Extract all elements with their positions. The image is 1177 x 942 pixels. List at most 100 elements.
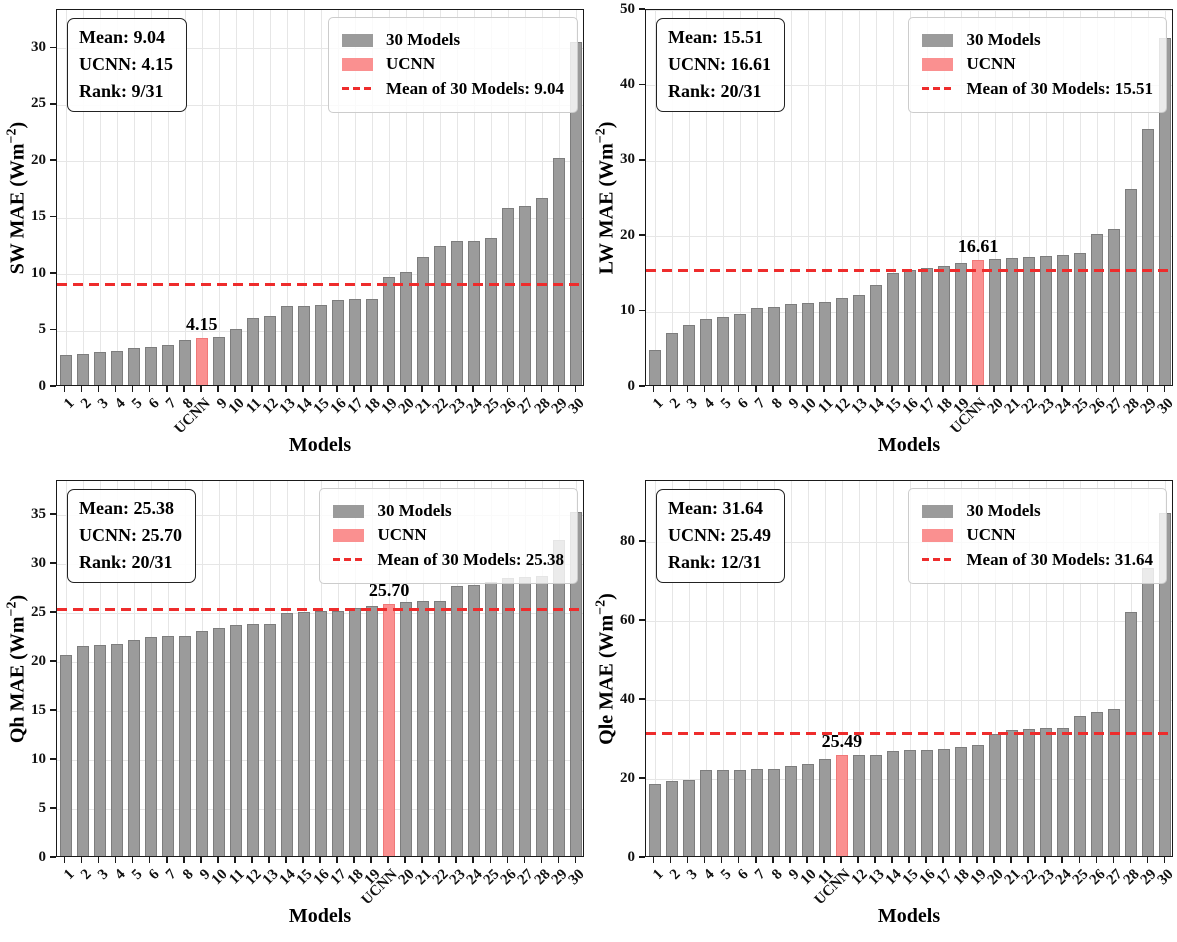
x-tick-mark — [404, 386, 406, 392]
bar-model — [502, 207, 515, 385]
x-tick-mark — [336, 386, 338, 392]
bar-model — [886, 750, 899, 856]
bar-model — [485, 237, 498, 385]
grid-line-horizontal — [57, 48, 583, 50]
grid-line-vertical — [1114, 10, 1116, 385]
y-tick-label: 0 — [38, 848, 47, 865]
legend-item: Mean of 30 Models: 25.38 — [333, 550, 564, 570]
bar-model — [1040, 256, 1053, 385]
grid-line-horizontal — [57, 217, 583, 219]
bar-model — [750, 768, 763, 856]
x-tick-mark — [80, 386, 83, 392]
grid-line-horizontal — [646, 236, 1172, 238]
grid-line-vertical — [1012, 481, 1014, 856]
x-tick-mark — [268, 386, 270, 392]
y-tick-mark — [50, 856, 56, 858]
x-tick-mark — [131, 386, 134, 392]
x-tick-mark — [703, 386, 706, 392]
x-tick-mark — [840, 857, 842, 863]
grid-line-vertical — [508, 10, 510, 385]
legend-swatch-mean-line — [333, 558, 365, 562]
legend-swatch-mean-line — [922, 87, 954, 91]
x-tick-mark — [506, 386, 509, 392]
grid-line-vertical — [99, 10, 101, 385]
x-tick-mark — [319, 386, 321, 392]
x-tick-mark — [97, 386, 100, 392]
legend: 30 Models UCNN Mean of 30 Models: 31.64 — [908, 488, 1167, 585]
bar-model — [400, 602, 413, 856]
grid-line-vertical — [150, 10, 152, 385]
bar-model — [161, 344, 174, 385]
legend-item: Mean of 30 Models: 15.51 — [922, 79, 1153, 99]
chart-qle-mae: 25.49 Mean: 31.64 UCNN: 25.49 Rank: 12/31 30… — [589, 471, 1177, 942]
bar-model — [921, 749, 934, 856]
y-tick-label: 10 — [31, 264, 46, 281]
x-tick-mark — [199, 386, 202, 392]
grid-line-vertical — [389, 10, 391, 385]
x-tick-mark — [148, 386, 151, 392]
y-tick-mark — [50, 159, 56, 162]
x-tick-mark — [251, 386, 253, 392]
bar-model — [59, 354, 72, 385]
stats-rank: Rank: 12/31 — [668, 552, 762, 572]
bar-model — [801, 764, 814, 856]
y-tick-label: 20 — [31, 151, 46, 168]
x-tick-mark — [506, 857, 509, 863]
grid-line-vertical — [688, 481, 690, 856]
x-tick-mark — [319, 857, 321, 863]
grid-line-vertical — [406, 10, 408, 385]
legend-item: UCNN — [922, 54, 1153, 74]
x-tick-mark — [908, 386, 910, 392]
y-tick-mark — [639, 159, 645, 161]
x-tick-mark — [754, 857, 757, 863]
grid-line-vertical — [944, 10, 946, 385]
bar-model — [451, 586, 464, 856]
bar-model — [519, 205, 532, 385]
grid-line-vertical — [756, 10, 758, 385]
bar-model — [76, 353, 89, 385]
x-tick-mark — [438, 386, 441, 392]
grid-line-vertical — [858, 10, 860, 385]
y-tick-mark — [50, 328, 56, 331]
mean-dashed-line — [57, 607, 583, 611]
grid-line-vertical — [671, 481, 673, 856]
bar-ucnn — [835, 755, 848, 856]
legend-item: UCNN — [922, 525, 1153, 545]
y-tick-mark — [639, 385, 645, 387]
bar-model — [784, 303, 797, 385]
legend-label-mean: Mean of 30 Models: 31.64 — [966, 549, 1153, 569]
x-tick-mark — [1061, 857, 1064, 863]
grid-line-vertical — [116, 10, 118, 385]
bar-model — [648, 349, 661, 385]
grid-line-vertical — [1063, 481, 1065, 856]
bar-model — [1006, 257, 1019, 385]
x-tick-mark — [1010, 857, 1012, 863]
x-tick-mark — [404, 857, 406, 863]
legend-swatch-ucnn — [341, 58, 373, 72]
bar-model — [246, 624, 259, 856]
y-tick-label: 5 — [38, 799, 47, 816]
x-tick-mark — [942, 386, 944, 392]
grid-line-vertical — [841, 10, 843, 385]
bar-model — [263, 316, 276, 385]
bar-ucnn — [383, 604, 396, 856]
x-tick-mark — [217, 857, 219, 863]
x-tick-mark — [788, 857, 791, 863]
legend: 30 Models UCNN Mean of 30 Models: 25.38 — [319, 488, 578, 585]
bar-model — [332, 610, 345, 856]
bar-model — [451, 241, 464, 385]
stats-rank: Rank: 9/31 — [79, 81, 164, 101]
chart-sw-mae: 4.15 Mean: 9.04 UCNN: 4.15 Rank: 9/31 30 Mod… — [0, 0, 588, 471]
x-tick-mark — [652, 386, 655, 392]
x-tick-mark — [421, 857, 423, 863]
bar-model — [1091, 234, 1104, 385]
x-tick-mark — [1163, 857, 1166, 863]
grid-line-vertical — [790, 10, 792, 385]
bar-model — [212, 337, 225, 385]
bar-model — [349, 299, 362, 385]
bar-model — [212, 627, 225, 856]
grid-line-vertical — [372, 10, 374, 385]
legend-swatch-30models — [922, 504, 954, 518]
bar-model — [767, 306, 780, 385]
